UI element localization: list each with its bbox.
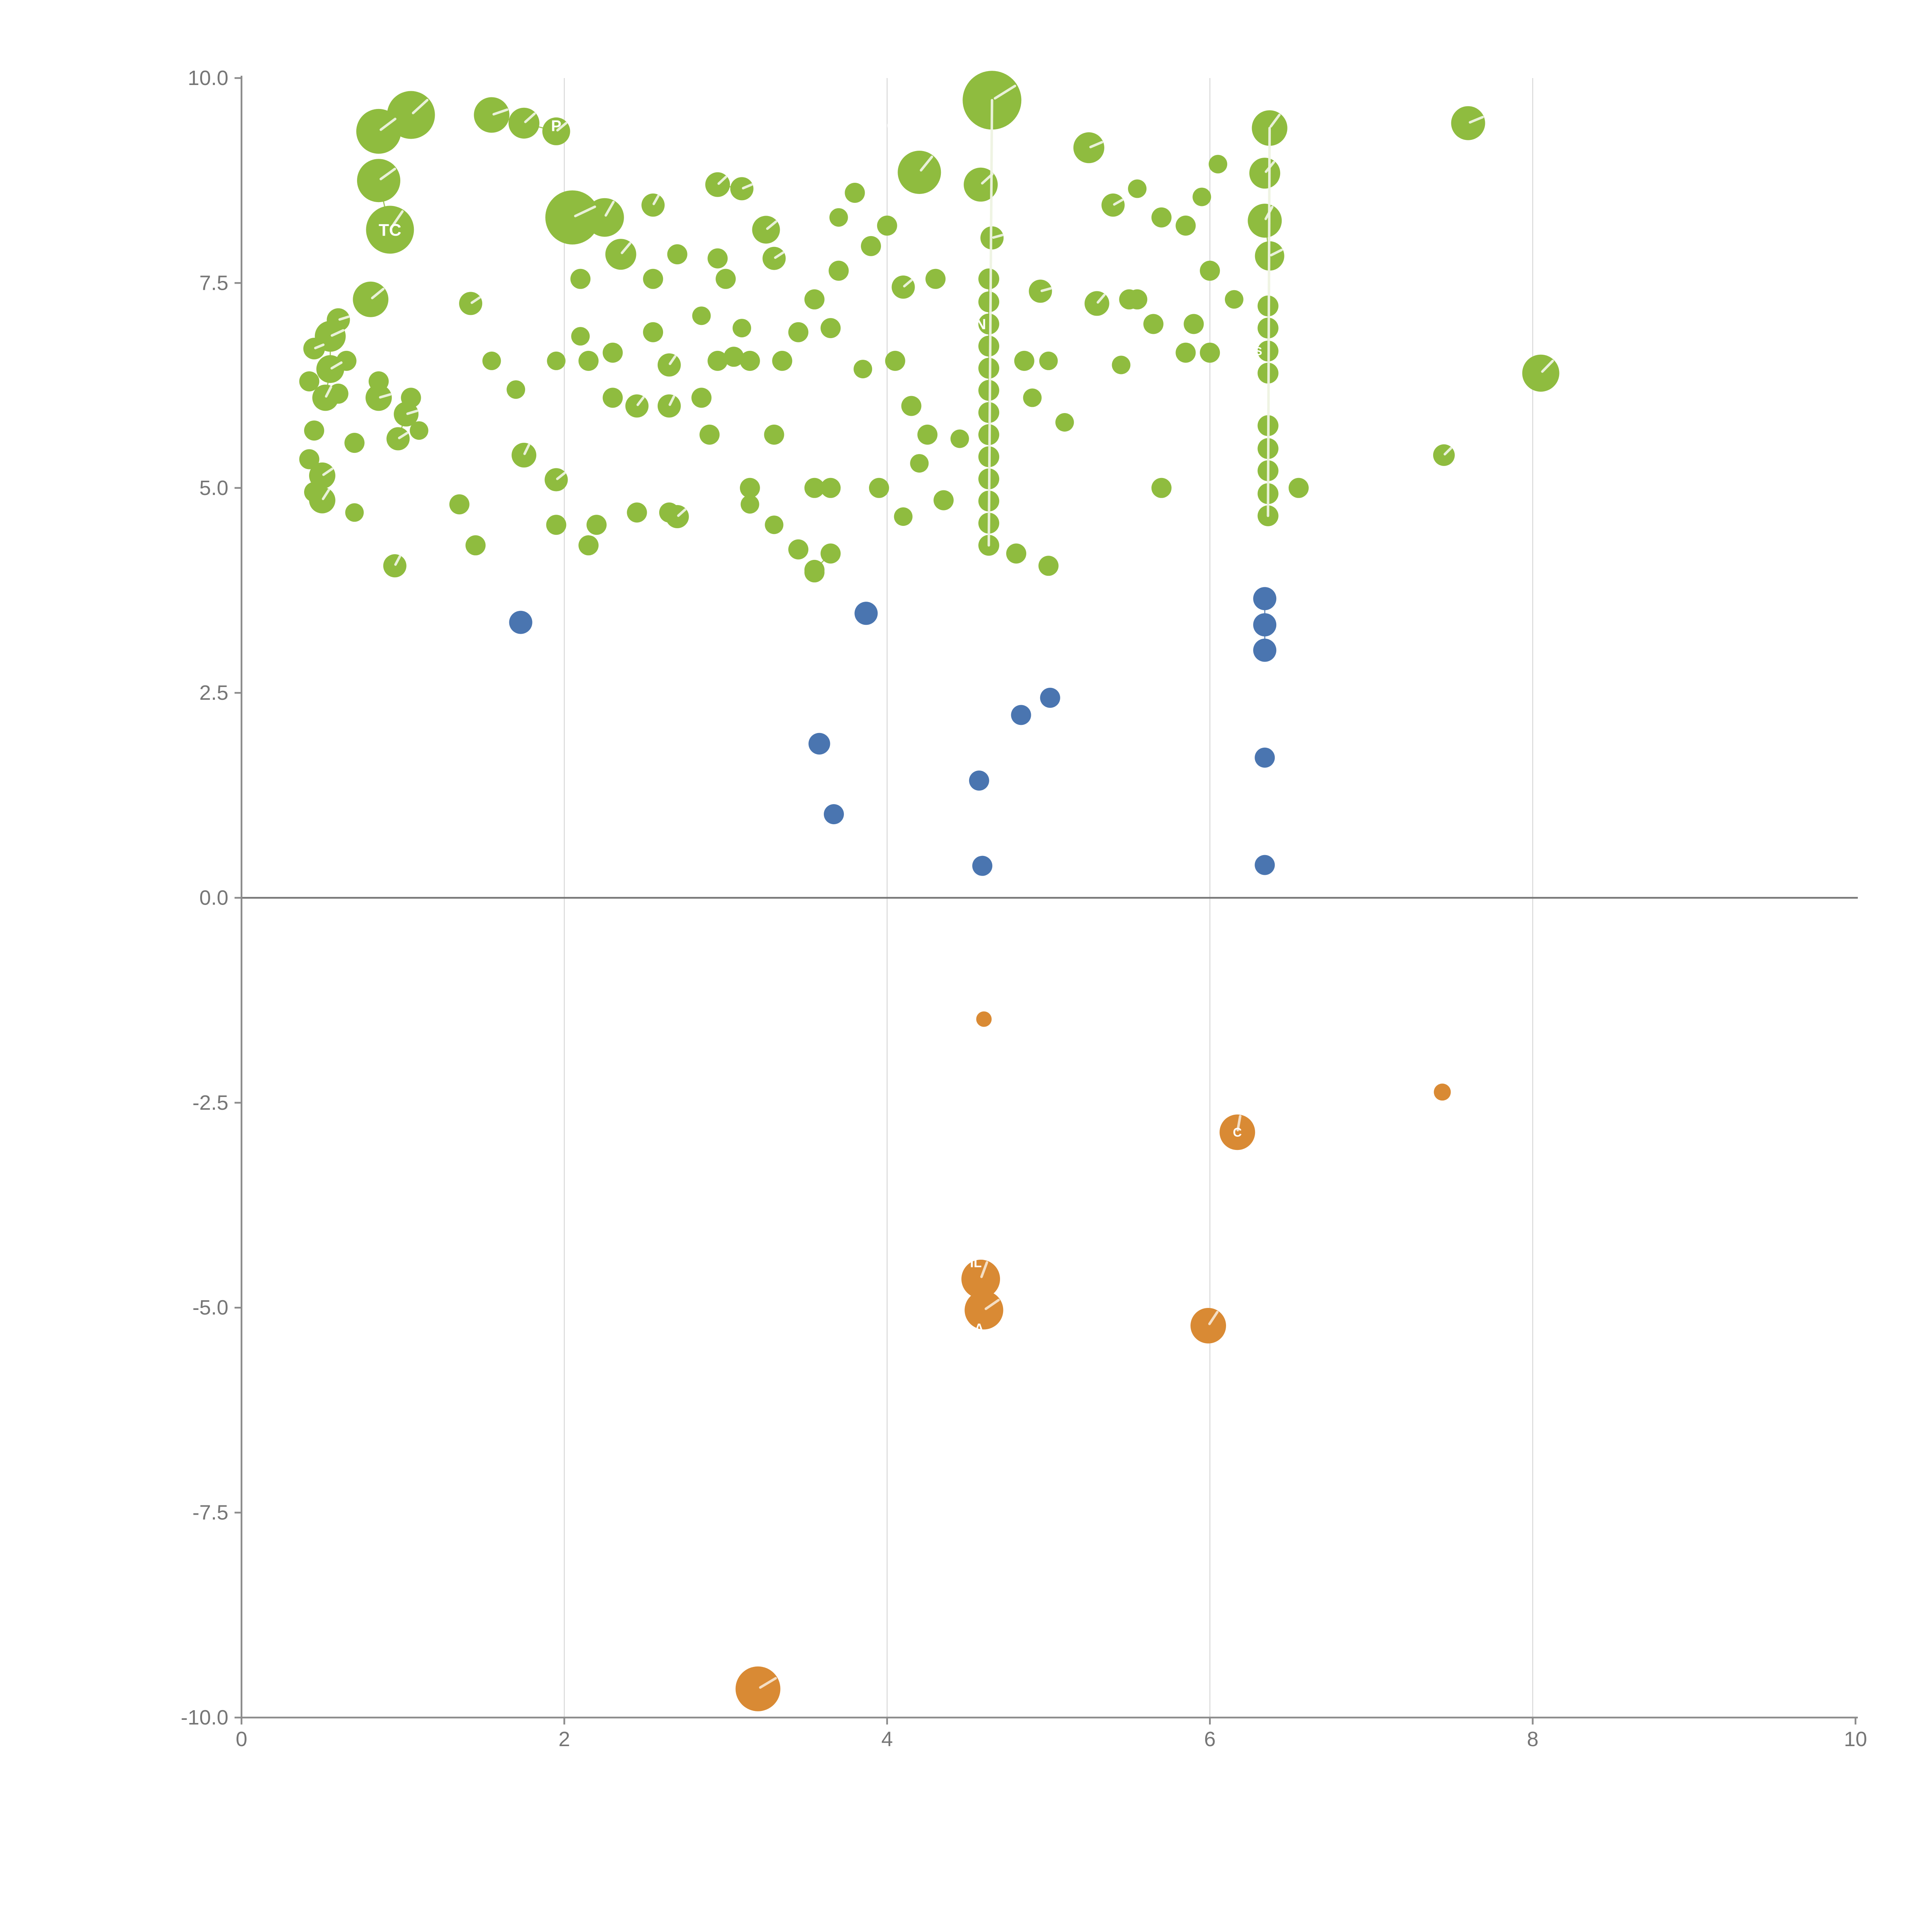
svg-text:EN: EN bbox=[966, 316, 986, 333]
svg-text:10: 10 bbox=[1844, 1728, 1867, 1751]
svg-text:0: 0 bbox=[236, 1728, 247, 1751]
svg-text:S: S bbox=[1254, 345, 1262, 358]
svg-text:TC: TC bbox=[379, 221, 401, 240]
svg-text:2.5: 2.5 bbox=[199, 681, 228, 704]
svg-text:P: P bbox=[551, 117, 561, 134]
svg-text:-7.5: -7.5 bbox=[192, 1501, 228, 1524]
svg-text:U: U bbox=[466, 481, 476, 496]
svg-text:6: 6 bbox=[1204, 1728, 1216, 1751]
svg-text:A: A bbox=[975, 1321, 984, 1336]
svg-text:8: 8 bbox=[1527, 1728, 1539, 1751]
svg-text:-10.0: -10.0 bbox=[181, 1706, 228, 1729]
svg-text:0.0: 0.0 bbox=[199, 886, 228, 910]
svg-text:-5.0: -5.0 bbox=[192, 1296, 228, 1319]
svg-text:10.0: 10.0 bbox=[188, 66, 228, 90]
svg-text:ICE: ICE bbox=[882, 117, 908, 134]
svg-text:4: 4 bbox=[881, 1728, 893, 1751]
svg-text:-2.5: -2.5 bbox=[192, 1091, 228, 1114]
svg-text:C: C bbox=[1233, 1125, 1242, 1139]
svg-text:2: 2 bbox=[558, 1728, 570, 1751]
svg-text:IL: IL bbox=[970, 1256, 981, 1270]
svg-text:5.0: 5.0 bbox=[199, 476, 228, 500]
svg-text:7.5: 7.5 bbox=[199, 271, 228, 294]
svg-text:IL: IL bbox=[930, 329, 941, 344]
